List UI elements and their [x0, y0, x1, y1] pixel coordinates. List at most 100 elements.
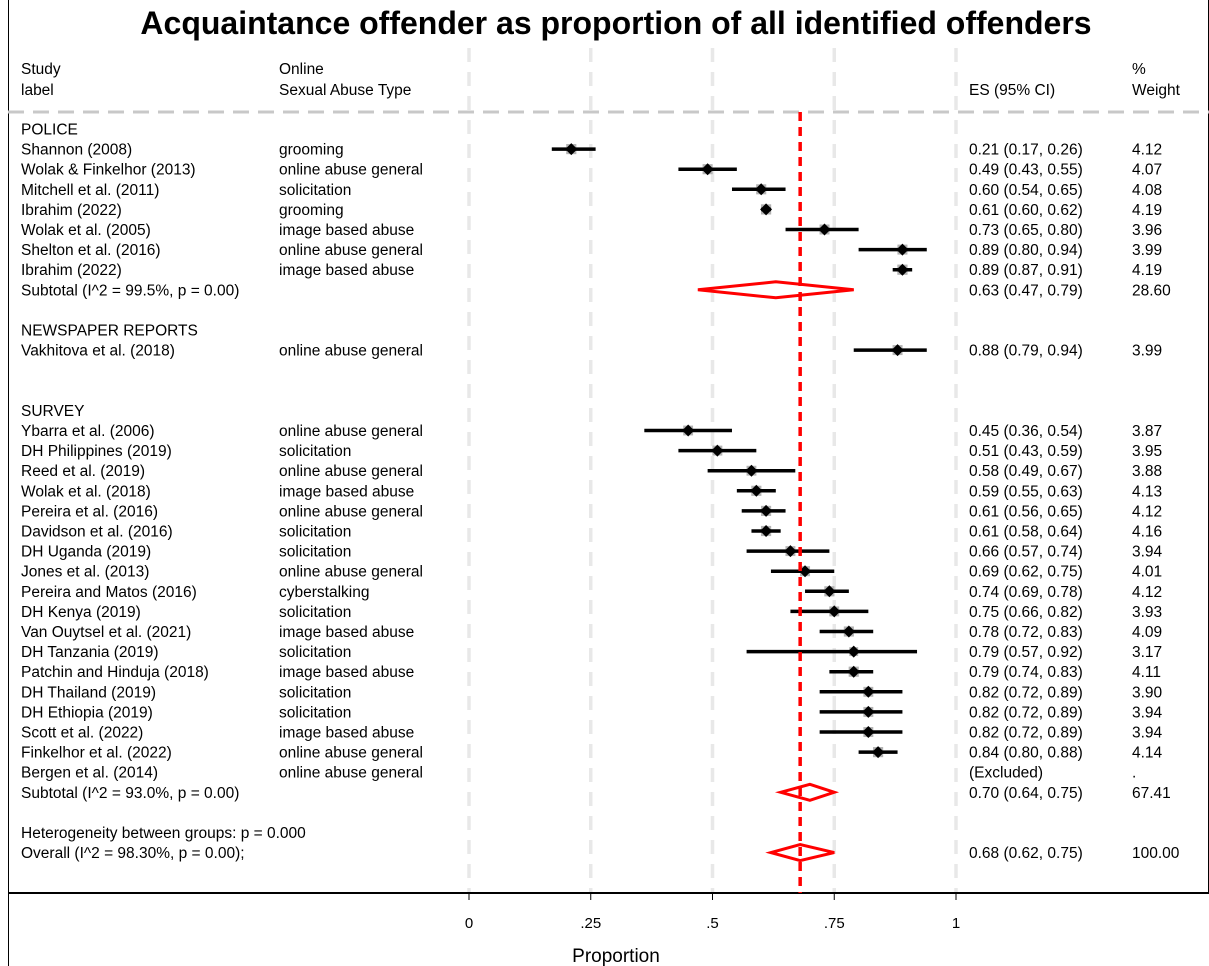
study-label: DH Uganda (2019)	[21, 544, 151, 561]
abuse-type: grooming	[279, 202, 344, 219]
point-estimate	[862, 705, 875, 718]
study-weight: 100.00	[1132, 845, 1180, 862]
x-axis-label: Proportion	[572, 946, 660, 966]
study-label: Bergen et al. (2014)	[21, 765, 158, 782]
study-label: Vakhitova et al. (2018)	[21, 343, 175, 360]
point-estimate	[862, 685, 875, 698]
abuse-type: online abuse general	[279, 343, 423, 360]
header-es: ES (95% CI)	[969, 82, 1055, 99]
abuse-type: online abuse general	[279, 162, 423, 179]
study-weight: 3.94	[1132, 544, 1163, 561]
point-estimate	[701, 163, 714, 176]
effect-size-ci: 0.51 (0.43, 0.59)	[969, 443, 1083, 460]
point-estimate	[828, 605, 841, 618]
study-label: Reed et al. (2019)	[21, 463, 145, 480]
abuse-type: online abuse general	[279, 564, 423, 581]
effect-size-ci: 0.61 (0.56, 0.65)	[969, 503, 1083, 520]
abuse-type: solicitation	[279, 524, 351, 541]
subtotal-diamond	[774, 782, 840, 802]
study-weight: 3.94	[1132, 704, 1163, 721]
x-tick-label: .25	[580, 915, 601, 932]
point-estimate	[760, 525, 773, 537]
group-label: SURVEY	[21, 403, 84, 420]
abuse-type: solicitation	[279, 644, 351, 661]
study-weight: 4.08	[1132, 182, 1162, 199]
point-estimate	[842, 625, 855, 638]
study-label: Jones et al. (2013)	[21, 564, 149, 581]
study-label: Wolak & Finkelhor (2013)	[21, 162, 196, 179]
point-estimate	[847, 665, 860, 678]
effect-size-ci: 0.75 (0.66, 0.82)	[969, 604, 1083, 621]
study-weight: 3.96	[1132, 222, 1162, 239]
subtotal-diamond	[697, 280, 854, 300]
point-estimate	[682, 424, 695, 437]
point-estimate	[891, 344, 904, 357]
study-label: DH Philippines (2019)	[21, 443, 172, 460]
effect-size-ci: 0.59 (0.55, 0.63)	[969, 483, 1083, 500]
effect-size-ci: 0.74 (0.69, 0.78)	[969, 584, 1083, 601]
study-weight: 3.99	[1132, 242, 1162, 259]
abuse-type: online abuse general	[279, 745, 423, 762]
point-estimate	[750, 484, 763, 497]
effect-size-ci: 0.78 (0.72, 0.83)	[969, 624, 1083, 641]
x-tick-label: 0	[465, 915, 473, 932]
study-weight: 4.12	[1132, 584, 1162, 601]
header-study-line2: label	[21, 82, 54, 99]
effect-size-ci: 0.66 (0.57, 0.74)	[969, 544, 1083, 561]
study-label: Mitchell et al. (2011)	[21, 182, 159, 199]
abuse-type: image based abuse	[279, 664, 414, 681]
abuse-type: online abuse general	[279, 423, 423, 440]
study-weight: 4.12	[1132, 503, 1162, 520]
study-label: DH Tanzania (2019)	[21, 644, 159, 661]
study-weight: 4.19	[1132, 202, 1162, 219]
point-estimate	[745, 464, 758, 477]
study-weight: 3.94	[1132, 725, 1163, 742]
point-estimate	[784, 545, 797, 558]
study-label: Ibrahim (2022)	[21, 202, 122, 219]
abuse-type: cyberstalking	[279, 584, 369, 601]
header-study-line1: Study	[21, 61, 61, 78]
group-label: POLICE	[21, 122, 78, 139]
study-label: Shelton et al. (2016)	[21, 242, 161, 259]
effect-size-ci: 0.70 (0.64, 0.75)	[969, 785, 1083, 802]
study-label: Wolak et al. (2018)	[21, 483, 151, 500]
study-weight: 67.41	[1132, 785, 1171, 802]
point-estimate	[760, 504, 773, 517]
effect-size-ci: 0.79 (0.57, 0.92)	[969, 644, 1083, 661]
abuse-type: solicitation	[279, 684, 351, 701]
study-weight: 4.12	[1132, 142, 1162, 159]
study-label: Shannon (2008)	[21, 142, 132, 159]
study-weight: 4.19	[1132, 262, 1162, 279]
study-label: DH Thailand (2019)	[21, 684, 156, 701]
effect-size-ci: 0.82 (0.72, 0.89)	[969, 704, 1083, 721]
effect-size-ci: 0.68 (0.62, 0.75)	[969, 845, 1083, 862]
effect-size-ci: 0.63 (0.47, 0.79)	[969, 282, 1083, 299]
header-type-line1: Online	[279, 61, 324, 78]
effect-size-ci: 0.60 (0.54, 0.65)	[969, 182, 1083, 199]
study-label: Van Ouytsel et al. (2021)	[21, 624, 191, 641]
study-label: Ybarra et al. (2006)	[21, 423, 155, 440]
x-axis-ticks: 0 .25 .5 .75 1	[465, 893, 960, 932]
study-label: Wolak et al. (2005)	[21, 222, 151, 239]
study-weight: 3.99	[1132, 343, 1162, 360]
study-weight: 3.90	[1132, 684, 1163, 701]
study-weight: 4.14	[1132, 745, 1163, 762]
effect-size-ci: 0.84 (0.80, 0.88)	[969, 745, 1083, 762]
abuse-type: solicitation	[279, 182, 351, 199]
study-weight: 4.01	[1132, 564, 1162, 581]
grid-lines	[467, 48, 958, 893]
point-estimate	[799, 565, 812, 578]
point-estimate	[565, 143, 578, 156]
abuse-type: image based abuse	[279, 222, 414, 239]
abuse-type: image based abuse	[279, 262, 414, 279]
abuse-type: image based abuse	[279, 624, 414, 641]
effect-size-ci: 0.79 (0.74, 0.83)	[969, 664, 1083, 681]
abuse-type: grooming	[279, 142, 344, 159]
effect-size-ci: 0.61 (0.58, 0.64)	[969, 524, 1083, 541]
study-label: Scott et al. (2022)	[21, 725, 143, 742]
effect-size-ci: 0.69 (0.62, 0.75)	[969, 564, 1083, 581]
effect-size-ci: 0.89 (0.87, 0.91)	[969, 262, 1083, 279]
study-weight: 3.17	[1132, 644, 1162, 661]
